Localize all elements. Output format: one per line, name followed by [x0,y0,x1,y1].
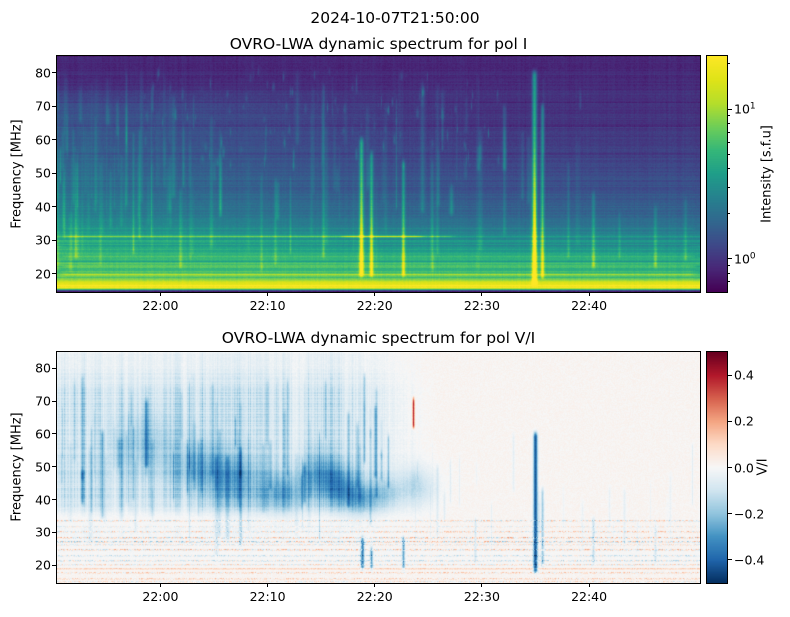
y-tick-mark [52,72,56,74]
x-tick-mark [374,583,376,587]
colorbar-minor-tick-mark [728,168,730,170]
colorbar-tick-label: 101 [734,101,756,117]
y-tick-label: 20 [35,266,51,282]
y-tick-mark [52,105,56,107]
axes-title-pol-vi: OVRO-LWA dynamic spectrum for pol V/I [221,329,536,347]
colorbar-minor-tick-mark [728,115,730,117]
x-tick-mark [159,292,161,296]
y-tick-mark [52,564,56,566]
x-tick-mark [588,292,590,296]
colorbar-tick-label: −0.2 [734,506,765,522]
colorbar-minor-tick-mark [728,272,730,274]
x-tick-label: 22:30 [463,589,500,604]
colorbar-tick-mark [728,420,732,422]
colorbar-tick-label: 0.2 [734,413,754,429]
colorbar-minor-tick-mark [728,186,730,188]
x-tick-label: 22:20 [356,589,393,604]
colorbar-tick-mark [728,108,732,110]
y-tick-mark [52,273,56,275]
colorbar-tick-mark [728,467,732,468]
x-tick-label: 22:00 [142,589,179,604]
colorbar-tick-mark [728,258,732,260]
colorbar-label-pol-vi: V/I [755,458,771,476]
y-tick-mark [52,139,56,141]
colorbar-pol-i-canvas [707,56,727,292]
y-tick-mark [52,239,56,241]
colorbar-pol-vi-canvas [707,352,727,583]
x-tick-label: 22:10 [249,589,286,604]
colorbar-tick-mark [728,559,732,561]
colorbar-minor-tick-mark [728,131,730,133]
y-tick-label: 50 [35,165,51,181]
colorbar-minor-tick-mark [728,213,730,215]
pol-vi-spectrogram-canvas [57,352,700,583]
y-tick-label: 60 [35,426,51,442]
y-tick-label: 40 [35,199,51,215]
colorbar-minor-tick-mark [728,281,730,283]
axes-pol-vi [56,351,701,584]
colorbar-tick-label: 0.4 [734,367,754,383]
y-tick-mark [52,499,56,501]
pol-i-spectrogram-canvas [57,56,700,292]
y-tick-label: 30 [35,232,51,248]
y-tick-mark [52,466,56,468]
x-tick-label: 22:40 [571,298,608,313]
axes-title-pol-i: OVRO-LWA dynamic spectrum for pol I [229,35,528,53]
y-tick-label: 20 [35,557,51,573]
colorbar-tick-label: 0.0 [734,460,754,475]
x-tick-label: 22:00 [142,298,179,313]
colorbar-minor-tick-mark [728,265,730,267]
x-tick-mark [267,583,269,587]
y-tick-label: 70 [35,393,51,409]
x-tick-mark [267,292,269,296]
x-tick-label: 22:20 [356,298,393,313]
colorbar-tick-label: −0.4 [734,552,765,568]
x-tick-mark [374,292,376,296]
colorbar-minor-tick-mark [728,63,730,65]
y-tick-mark [52,400,56,402]
y-tick-label: 60 [35,132,51,148]
y-tick-label: 40 [35,492,51,508]
x-tick-mark [481,292,483,296]
colorbar-tick-mark [728,513,732,515]
colorbar-tick-label: 100 [734,251,756,267]
colorbar-minor-tick-mark [728,141,730,143]
colorbar-label-pol-i: Intensity [s.f.u] [759,125,775,223]
y-tick-mark [52,531,56,533]
y-tick-mark [52,206,56,208]
y-tick-label: 80 [35,65,51,81]
x-tick-mark [159,583,161,587]
colorbar-pol-i [706,55,728,293]
colorbar-tick-mark [728,374,732,376]
x-tick-mark [588,583,590,587]
colorbar-pol-vi [706,351,728,584]
x-tick-label: 22:30 [463,298,500,313]
axes-pol-i [56,55,701,293]
y-tick-mark [52,433,56,435]
x-tick-label: 22:10 [249,298,286,313]
y-tick-label: 80 [35,360,51,376]
x-tick-mark [481,583,483,587]
y-tick-label: 70 [35,98,51,114]
y-tick-mark [52,172,56,174]
colorbar-minor-tick-mark [728,153,730,155]
colorbar-minor-tick-mark [728,123,730,125]
y-tick-mark [52,367,56,369]
y-tick-label: 50 [35,459,51,475]
figure-suptitle: 2024-10-07T21:50:00 [310,9,480,27]
x-tick-label: 22:40 [571,589,608,604]
y-tick-label: 30 [35,524,51,540]
